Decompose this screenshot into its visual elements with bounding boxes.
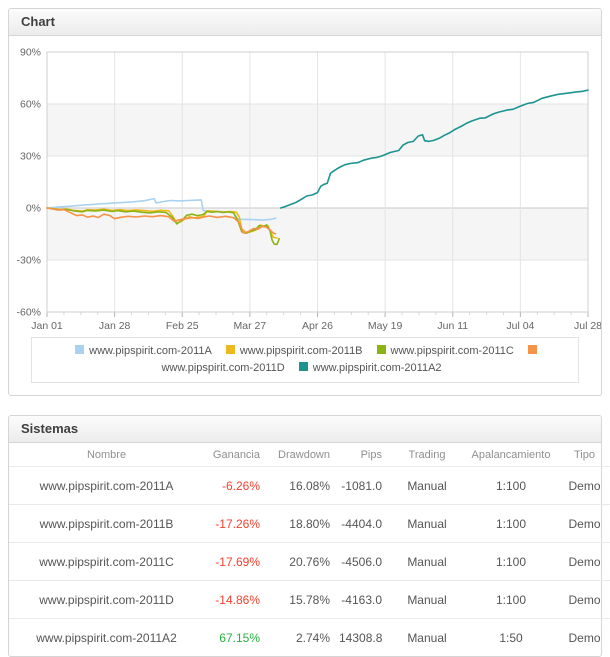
legend-item[interactable]: www.pipspirit.com-2011A	[75, 345, 212, 357]
cell-nombre[interactable]: www.pipspirit.com-2011D	[9, 580, 204, 619]
cell-ganancia: -17.26%	[204, 504, 266, 543]
legend-label: www.pipspirit.com-2011A	[89, 345, 212, 357]
legend-color-swatch	[298, 362, 308, 371]
column-header-ganancia: Ganancia	[212, 448, 260, 461]
cell-pips: 14308.8	[338, 618, 390, 656]
cell-trading: Manual	[390, 504, 464, 543]
y-axis-label: 30%	[20, 151, 41, 163]
column-header-trading: Trading	[408, 448, 446, 461]
y-axis-label: 0%	[26, 203, 41, 215]
series-line-www.pipspirit.com-2011D	[46, 207, 277, 235]
systems-panel: Sistemas Nombre Ganancia Drawdown Pips Tradi…	[8, 415, 610, 657]
series-line-www.pipspirit.com-2011A	[46, 197, 277, 221]
legend-color-swatch	[225, 345, 235, 354]
x-axis-label: May 19	[368, 320, 403, 332]
table-row: www.pipspirit.com-2011C -17.69% 20.76% -450…	[9, 542, 610, 581]
cell-pips: -4404.0	[338, 504, 390, 543]
x-axis-label: Jan 28	[99, 320, 131, 332]
x-axis-label: Jul 28	[574, 320, 601, 332]
x-axis-label: Feb 25	[166, 320, 199, 332]
x-axis-label: Jun 11	[437, 320, 468, 332]
table-row: www.pipspirit.com-2011A -6.26% 16.08% -1081…	[9, 466, 610, 505]
cell-ganancia: -14.86%	[204, 580, 266, 619]
legend-color-swatch	[376, 345, 386, 354]
systems-panel-title: Sistemas	[9, 416, 601, 443]
x-axis-label: Jul 04	[506, 320, 534, 332]
chart-panel-title: Chart	[9, 9, 601, 36]
y-axis-label: -60%	[16, 307, 41, 319]
cell-pips: -4163.0	[338, 580, 390, 619]
cell-drawdown: 16.08%	[266, 466, 338, 505]
chart-body: 90% 60% 30% 0% -30% -60% Jan 01 Jan 28 Feb 25 Mar…	[9, 36, 601, 383]
cell-trading: Manual	[390, 542, 464, 581]
cell-nombre[interactable]: www.pipspirit.com-2011A2	[9, 618, 204, 656]
chart-legend: www.pipspirit.com-2011A www.pipspirit.com…	[31, 337, 579, 383]
column-header-nombre: Nombre	[86, 448, 127, 461]
cell-nombre[interactable]: www.pipspirit.com-2011A	[9, 466, 204, 505]
cell-apalancamiento: 1:50	[464, 618, 558, 656]
legend-item[interactable]: www.pipspirit.com-2011C	[376, 345, 514, 357]
x-axis-label: Apr 26	[302, 320, 333, 332]
chart-panel: Chart 90% 60% 30% 0% -30% -60% Jan 01 Jan 28 Feb…	[8, 8, 602, 396]
cell-trading: Manual	[390, 580, 464, 619]
cell-tipo: Demo	[558, 618, 610, 656]
table-row: www.pipspirit.com-2011B -17.26% 18.80% -440…	[9, 504, 610, 543]
legend-item[interactable]: www.pipspirit.com-2011A2	[298, 362, 442, 374]
performance-chart: 90% 60% 30% 0% -30% -60%Jan 01 Jan 28 Feb 25 Mar…	[16, 47, 601, 333]
cell-apalancamiento: 1:100	[464, 466, 558, 505]
cell-nombre[interactable]: www.pipspirit.com-2011C	[9, 542, 204, 581]
series-line-www.pipspirit.com-2011A2	[279, 89, 589, 209]
cell-tipo: Demo	[558, 542, 610, 581]
cell-apalancamiento: 1:100	[464, 580, 558, 619]
legend-label: www.pipspirit.com-2011B	[239, 345, 363, 357]
cell-drawdown: 15.78%	[266, 580, 338, 619]
systems-table: Nombre Ganancia Drawdown Pips Trading Apalanc…	[9, 443, 610, 656]
legend-label: www.pipspirit.com-2011D	[161, 362, 285, 374]
cell-pips: -4506.0	[338, 542, 390, 581]
cell-pips: -1081.0	[338, 466, 390, 505]
column-header-apalancamiento: Apalancamiento	[471, 448, 551, 461]
table-header-row: Nombre Ganancia Drawdown Pips Trading Apalanc…	[9, 443, 610, 467]
legend-label: www.pipspirit.com-2011C	[390, 345, 514, 357]
column-header-tipo: Tipo	[574, 448, 595, 461]
legend-label: www.pipspirit.com-2011A2	[312, 362, 442, 374]
plot-border	[46, 51, 589, 313]
legend-color-swatch	[527, 345, 537, 354]
cell-drawdown: 2.74%	[266, 618, 338, 656]
cell-tipo: Demo	[558, 504, 610, 543]
y-axis-label: 60%	[20, 99, 41, 111]
cell-tipo: Demo	[558, 466, 610, 505]
x-axis-label: Jan 01	[31, 320, 63, 332]
y-axis-label: 90%	[20, 47, 41, 59]
cell-ganancia: -6.26%	[204, 466, 266, 505]
cell-nombre[interactable]: www.pipspirit.com-2011B	[9, 504, 204, 543]
cell-drawdown: 18.80%	[266, 504, 338, 543]
legend-item[interactable]: www.pipspirit.com-2011D	[161, 345, 541, 374]
cell-trading: Manual	[390, 466, 464, 505]
cell-ganancia: 67.15%	[204, 618, 266, 656]
cell-trading: Manual	[390, 618, 464, 656]
cell-tipo: Demo	[558, 580, 610, 619]
legend-color-swatch	[75, 345, 85, 354]
cell-ganancia: -17.69%	[204, 542, 266, 581]
cell-apalancamiento: 1:100	[464, 504, 558, 543]
x-axis-label: Mar 27	[234, 320, 267, 332]
column-header-pips: Pips	[360, 448, 382, 461]
legend-item[interactable]: www.pipspirit.com-2011B	[225, 345, 363, 357]
cell-apalancamiento: 1:100	[464, 542, 558, 581]
column-header-drawdown: Drawdown	[278, 448, 330, 461]
y-axis-label: -30%	[16, 255, 41, 267]
table-row: www.pipspirit.com-2011A2 67.15% 2.74% 14308…	[9, 618, 610, 656]
table-row: www.pipspirit.com-2011D -14.86% 15.78% -416…	[9, 580, 610, 619]
cell-drawdown: 20.76%	[266, 542, 338, 581]
